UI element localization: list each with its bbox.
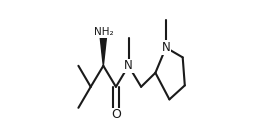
Polygon shape (100, 38, 106, 66)
Text: NH₂: NH₂ (94, 27, 113, 37)
Text: O: O (111, 108, 121, 121)
Text: N: N (124, 59, 133, 72)
Text: N: N (162, 41, 170, 54)
